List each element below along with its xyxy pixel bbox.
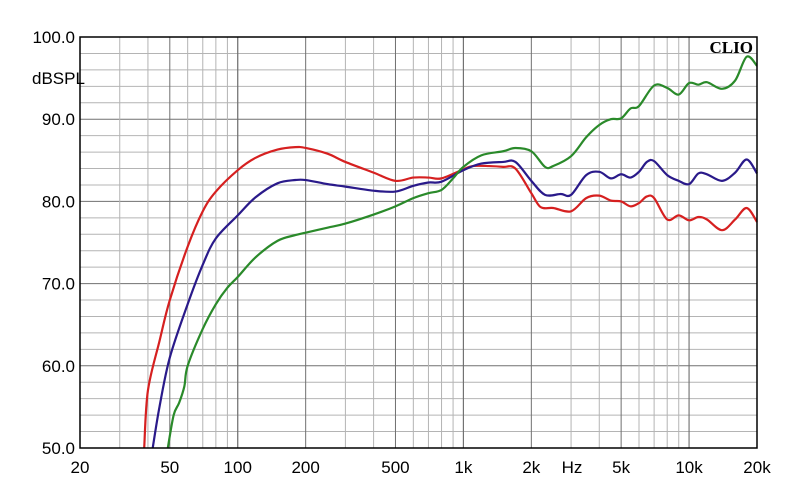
- x-tick-label: 5k: [612, 458, 630, 477]
- x-axis-label: Hz: [562, 458, 583, 477]
- x-tick-label: 10k: [675, 458, 703, 477]
- y-tick-label: 70.0: [42, 275, 75, 294]
- x-tick-label: 1k: [454, 458, 472, 477]
- brand-label: CLIO: [710, 38, 753, 57]
- y-tick-label: 90.0: [42, 110, 75, 129]
- y-tick-label: 50.0: [42, 439, 75, 458]
- x-tick-label: 500: [381, 458, 409, 477]
- series-line-1: [143, 145, 758, 449]
- x-tick-label: 20k: [743, 458, 771, 477]
- x-tick-label: 50: [160, 458, 179, 477]
- x-tick-label: 20: [71, 458, 90, 477]
- x-tick-label: 2k: [522, 458, 540, 477]
- y-tick-label: 100.0: [32, 28, 75, 47]
- series-group: [143, 55, 758, 449]
- y-axis-label: dBSPL: [32, 69, 85, 88]
- y-tick-label: 80.0: [42, 192, 75, 211]
- x-tick-label: 100: [224, 458, 252, 477]
- tick-labels: 100.0 90.0 80.0 70.0 60.0 50.020 50 100 200 500 1k…: [32, 28, 771, 477]
- grid: [80, 36, 757, 449]
- y-tick-label: 60.0: [42, 357, 75, 376]
- series-line-2: [151, 158, 758, 449]
- x-tick-label: 200: [291, 458, 319, 477]
- series-line-3: [166, 55, 758, 449]
- plot-frame: [79, 36, 758, 449]
